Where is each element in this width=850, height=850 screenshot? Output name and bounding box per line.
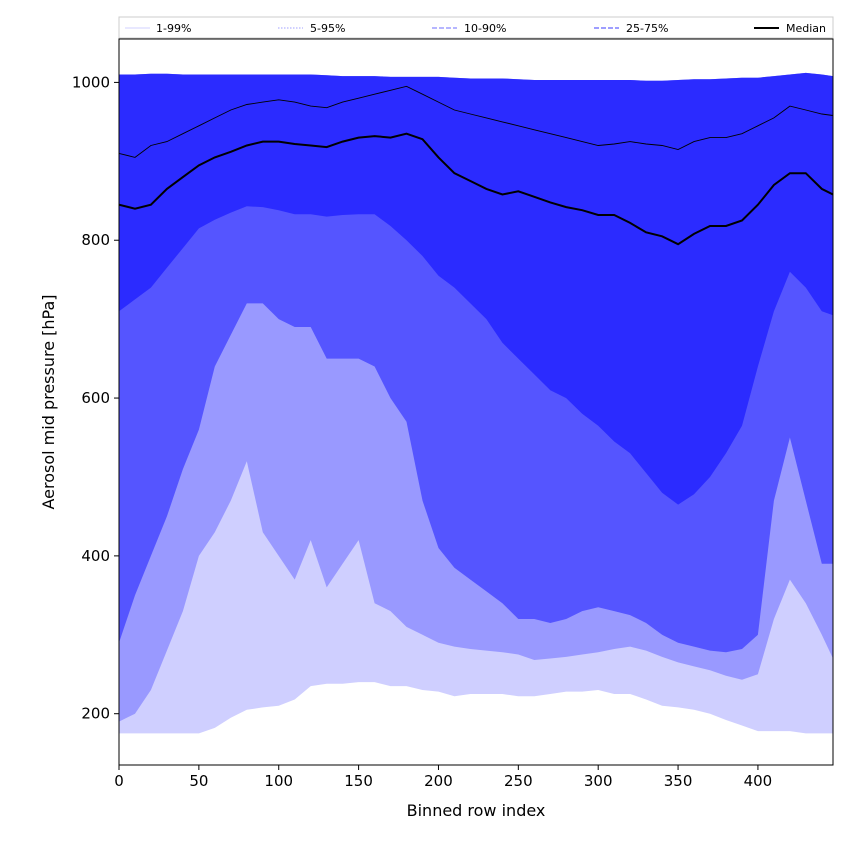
legend-label: 10-90% [464, 22, 506, 35]
x-tick-label: 0 [114, 772, 124, 790]
x-tick-label: 50 [189, 772, 208, 790]
y-tick-label: 1000 [72, 73, 110, 91]
median-line [119, 132, 833, 246]
legend-label: 25-75% [626, 22, 668, 35]
y-tick-label: 200 [81, 705, 110, 723]
legend: 1-99% 5-95% 10-90% 25-75% Median [118, 16, 834, 39]
y-tick-label: 800 [81, 231, 110, 249]
x-tick-label: 200 [424, 772, 453, 790]
band-inner-edge [119, 85, 833, 158]
x-tick-label: 150 [344, 772, 373, 790]
y-tick-label: 400 [81, 547, 110, 565]
x-tick-label: 250 [504, 772, 533, 790]
band-25-75 [119, 80, 833, 505]
legend-label: Median [786, 22, 826, 35]
x-tick-label: 400 [744, 772, 773, 790]
plot-frame [118, 38, 834, 766]
median-layer [119, 132, 833, 246]
x-axis: 0 50 100 150 200 250 300 350 400 [114, 765, 772, 790]
x-tick-label: 350 [664, 772, 693, 790]
legend-box [118, 16, 834, 39]
legend-label: 5-95% [310, 22, 345, 35]
x-tick-label: 300 [584, 772, 613, 790]
x-tick-label: 100 [264, 772, 293, 790]
y-tick-label: 600 [81, 389, 110, 407]
x-axis-label: Binned row index [407, 801, 546, 820]
legend-label: 1-99% [156, 22, 191, 35]
y-axis-label: Aerosol mid pressure [hPa] [39, 294, 58, 509]
bands-layer [119, 72, 833, 734]
y-axis: 200 400 600 800 1000 [72, 73, 119, 723]
